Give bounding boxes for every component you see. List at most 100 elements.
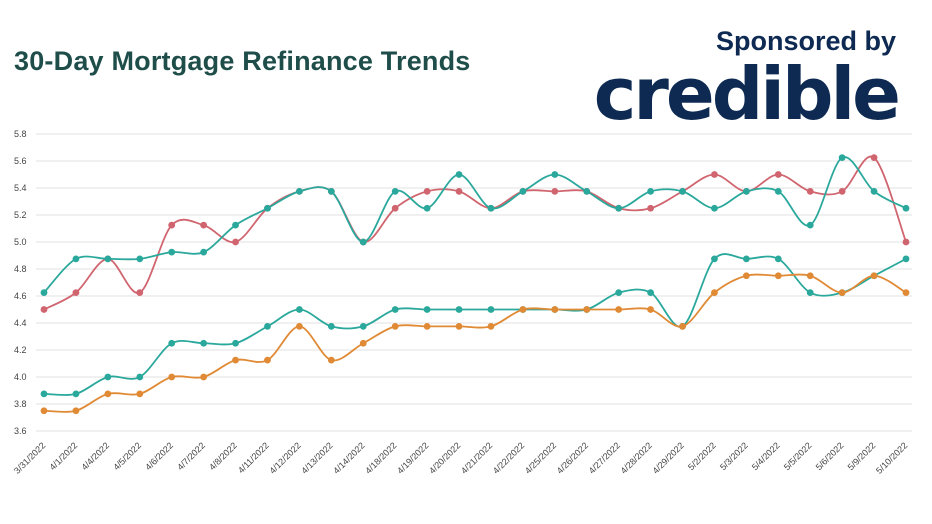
credible-logo: credible: [593, 52, 901, 136]
data-point: [327, 356, 335, 364]
x-tick-label: 4/5/2022: [111, 440, 143, 472]
data-point: [72, 407, 80, 415]
data-point: [72, 289, 80, 297]
data-point: [296, 187, 303, 195]
data-point: [806, 272, 814, 280]
series-line: [43, 155, 907, 311]
data-point: [902, 238, 910, 246]
data-point: [838, 289, 846, 297]
data-point: [359, 339, 367, 347]
data-point: [327, 187, 335, 195]
data-point: [774, 272, 782, 280]
data-point: [583, 306, 591, 313]
x-tick-label: 4/20/2022: [427, 440, 462, 475]
y-tick-label: 4.8: [14, 264, 27, 274]
data-point: [615, 306, 623, 313]
data-point: [806, 187, 814, 195]
data-point: [679, 187, 686, 195]
data-point: [391, 187, 399, 195]
data-point: [40, 407, 48, 415]
x-tick-label: 5/6/2022: [814, 440, 846, 472]
data-point: [679, 322, 686, 330]
x-tick-label: 4/11/2022: [236, 440, 271, 475]
data-point: [615, 204, 623, 212]
x-tick-label: 4/1/2022: [47, 440, 79, 472]
data-point: [296, 306, 303, 313]
x-tick-label: 5/9/2022: [846, 440, 878, 472]
x-tick-label: 4/6/2022: [143, 440, 175, 472]
y-tick-label: 5.6: [14, 156, 27, 166]
x-tick-label: 4/12/2022: [267, 440, 302, 475]
y-tick-label: 5.8: [14, 129, 27, 139]
data-point: [838, 187, 846, 195]
data-point: [168, 221, 176, 229]
data-point: [40, 289, 48, 297]
data-point: [615, 289, 623, 297]
x-tick-label: 4/21/2022: [459, 440, 494, 475]
data-point: [583, 187, 591, 195]
y-tick-label: 4.0: [14, 372, 27, 382]
x-tick-label: 5/4/2022: [750, 440, 782, 472]
data-point: [264, 322, 271, 330]
x-tick-label: 4/28/2022: [619, 440, 654, 475]
data-point: [870, 154, 878, 162]
data-point: [232, 356, 239, 364]
data-point: [104, 373, 112, 381]
data-point: [136, 255, 144, 263]
data-point: [136, 390, 144, 398]
data-point: [487, 322, 495, 330]
data-point: [742, 255, 750, 263]
data-point: [838, 154, 846, 162]
data-point: [296, 322, 303, 330]
x-tick-label: 4/29/2022: [651, 440, 686, 475]
x-tick-label: 4/19/2022: [395, 440, 430, 475]
data-point: [136, 289, 144, 297]
data-point: [232, 221, 239, 229]
data-point: [391, 306, 399, 313]
data-point: [774, 187, 782, 195]
y-tick-label: 4.4: [14, 318, 27, 328]
data-point: [742, 187, 750, 195]
data-point: [327, 322, 335, 330]
data-point: [647, 187, 654, 195]
data-point: [232, 238, 239, 246]
x-tick-label: 4/14/2022: [331, 440, 366, 475]
x-tick-label: 5/10/2022: [874, 440, 909, 475]
y-tick-label: 5.0: [14, 237, 27, 247]
data-point: [711, 289, 718, 297]
x-tick-label: 3/31/2022: [12, 440, 47, 475]
data-point: [168, 339, 176, 347]
y-tick-label: 3.6: [14, 426, 27, 436]
series-4: [40, 272, 910, 415]
y-tick-label: 4.6: [14, 291, 27, 301]
data-point: [647, 289, 654, 297]
y-tick-label: 4.2: [14, 345, 27, 355]
data-point: [264, 356, 271, 364]
data-point: [423, 306, 431, 313]
data-point: [806, 221, 814, 229]
data-point: [711, 204, 718, 212]
x-tick-label: 4/25/2022: [523, 440, 558, 475]
x-tick-label: 4/8/2022: [207, 440, 239, 472]
data-point: [551, 306, 559, 313]
data-point: [391, 204, 399, 212]
data-point: [647, 204, 654, 212]
data-point: [902, 289, 910, 297]
sponsor-label: Sponsored by: [715, 26, 896, 56]
data-point: [774, 171, 782, 178]
data-point: [455, 187, 463, 195]
y-tick-label: 5.2: [14, 210, 27, 220]
data-point: [423, 187, 431, 195]
data-point: [487, 204, 495, 212]
data-point: [519, 187, 527, 195]
series-line: [43, 273, 907, 413]
data-point: [711, 171, 718, 178]
x-tick-label: 5/5/2022: [782, 440, 814, 472]
data-point: [359, 238, 367, 246]
x-tick-label: 4/7/2022: [175, 440, 207, 472]
data-point: [455, 306, 463, 313]
data-point: [647, 306, 654, 313]
data-point: [104, 255, 112, 263]
x-tick-label: 4/27/2022: [587, 440, 622, 475]
